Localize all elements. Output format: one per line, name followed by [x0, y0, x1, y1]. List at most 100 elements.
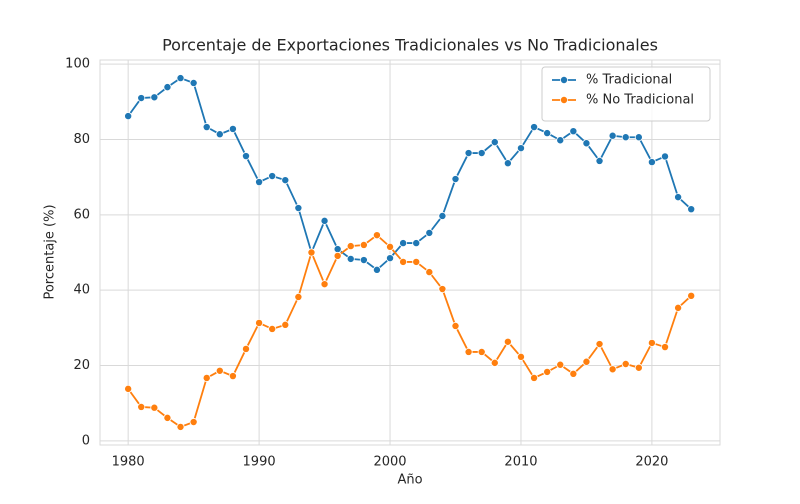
data-point — [189, 78, 198, 87]
data-point — [621, 133, 630, 142]
data-point — [281, 176, 290, 185]
legend-box — [541, 66, 711, 122]
data-point — [189, 418, 198, 427]
data-point — [661, 343, 670, 352]
data-point — [268, 172, 277, 181]
data-point — [503, 159, 512, 168]
legend-marker — [560, 76, 569, 85]
data-point — [543, 129, 552, 138]
data-point — [595, 156, 604, 165]
data-point — [386, 254, 395, 263]
data-point — [477, 347, 486, 356]
data-point — [320, 216, 329, 225]
data-point — [647, 158, 656, 167]
data-point — [268, 324, 277, 333]
data-point — [412, 239, 421, 248]
x-tick-label: 2000 — [373, 455, 406, 470]
x-tick-label: 1980 — [112, 455, 145, 470]
data-point — [333, 245, 342, 254]
data-point — [464, 347, 473, 356]
data-point — [163, 413, 172, 422]
y-tick-label: 80 — [73, 132, 90, 147]
data-point — [294, 292, 303, 301]
data-point — [294, 204, 303, 213]
data-point — [372, 231, 381, 240]
data-point — [687, 291, 696, 300]
data-point — [215, 366, 224, 375]
x-tick-label: 2010 — [504, 455, 537, 470]
data-point — [490, 138, 499, 147]
y-tick-label: 40 — [73, 283, 90, 298]
x-tick-label: 2020 — [635, 455, 668, 470]
data-point — [543, 367, 552, 376]
data-point — [425, 268, 434, 277]
data-point — [582, 357, 591, 366]
data-point — [307, 248, 316, 257]
data-point — [438, 285, 447, 294]
data-point — [228, 124, 237, 133]
data-point — [595, 340, 604, 349]
data-point — [163, 83, 172, 92]
data-point — [202, 373, 211, 382]
y-axis-label: Porcentaje (%) — [43, 204, 58, 299]
data-point — [621, 360, 630, 369]
data-point — [661, 152, 670, 161]
data-point — [464, 149, 473, 158]
data-point — [124, 384, 133, 393]
data-point — [137, 94, 146, 103]
data-point — [281, 320, 290, 329]
data-point — [634, 133, 643, 142]
data-point — [399, 257, 408, 266]
data-point — [582, 139, 591, 148]
data-point — [569, 127, 578, 136]
data-point — [241, 152, 250, 161]
legend-marker — [560, 96, 569, 105]
data-point — [150, 93, 159, 102]
data-point — [634, 363, 643, 372]
data-point — [386, 242, 395, 251]
data-point — [412, 257, 421, 266]
data-point — [516, 144, 525, 153]
data-point — [425, 228, 434, 237]
data-point — [569, 369, 578, 378]
data-point — [674, 303, 683, 312]
legend-label: % Tradicional — [586, 73, 672, 88]
y-tick-label: 20 — [73, 358, 90, 373]
data-point — [556, 360, 565, 369]
x-axis-label: Año — [397, 473, 422, 488]
data-point — [176, 422, 185, 431]
x-tick-label: 1990 — [243, 455, 276, 470]
data-point — [516, 352, 525, 361]
data-point — [530, 123, 539, 132]
data-point — [176, 74, 185, 83]
data-point — [228, 372, 237, 381]
data-point — [647, 338, 656, 347]
data-point — [477, 149, 486, 158]
plot-frame — [99, 59, 721, 446]
data-point — [124, 112, 133, 121]
data-point — [490, 358, 499, 367]
legend-label: % No Tradicional — [586, 93, 694, 108]
data-point — [359, 240, 368, 249]
data-point — [608, 131, 617, 140]
data-point — [687, 205, 696, 214]
data-point — [556, 136, 565, 145]
data-point — [255, 178, 264, 187]
chart-title: Porcentaje de Exportaciones Tradicionale… — [162, 36, 658, 55]
data-point — [438, 211, 447, 220]
y-tick-label: 60 — [73, 207, 90, 222]
data-point — [137, 402, 146, 411]
data-point — [346, 254, 355, 263]
data-point — [333, 251, 342, 260]
data-point — [346, 242, 355, 251]
data-point — [255, 318, 264, 327]
data-point — [503, 337, 512, 346]
data-point — [241, 344, 250, 353]
data-point — [674, 193, 683, 202]
data-point — [359, 256, 368, 265]
data-point — [320, 280, 329, 289]
y-tick-label: 100 — [65, 57, 90, 72]
data-point — [372, 265, 381, 274]
data-point — [399, 239, 408, 248]
